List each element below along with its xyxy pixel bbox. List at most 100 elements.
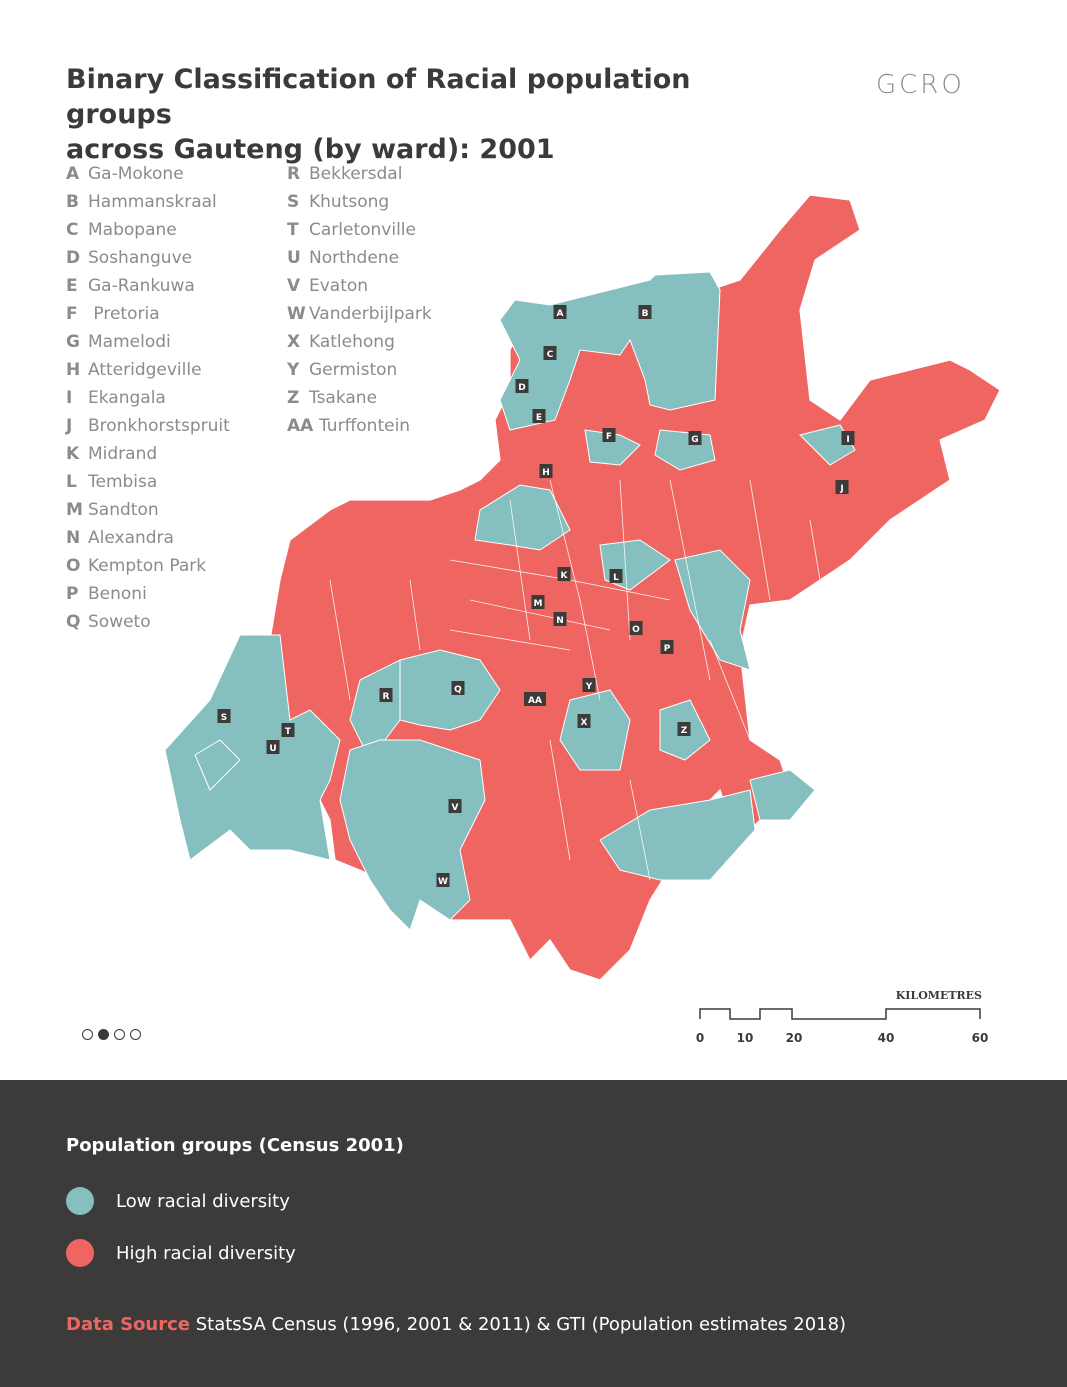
svg-text:S: S [221, 713, 227, 723]
place-marker-j[interactable]: J [835, 480, 849, 494]
place-name: Soshanguve [88, 248, 193, 268]
place-marker-v[interactable]: V [448, 799, 462, 813]
place-name: Northdene [309, 248, 400, 268]
scale-tick-10: 10 [737, 1031, 754, 1045]
place-code: T [287, 220, 299, 240]
place-code: B [66, 192, 79, 212]
place-marker-q[interactable]: Q [451, 681, 465, 695]
svg-text:N: N [556, 616, 564, 626]
data-source: Data Source StatsSA Census (1996, 2001 &… [66, 1314, 846, 1335]
place-index-item: M Sandton [66, 499, 230, 527]
svg-text:B: B [642, 309, 649, 319]
place-index-item: B Hammanskraal [66, 191, 230, 219]
page-dot-4[interactable] [130, 1029, 141, 1040]
place-marker-x[interactable]: X [577, 714, 591, 728]
place-index-right: R Bekkersdal S Khutsong T Carletonville U North… [287, 163, 432, 443]
page-dot-1[interactable] [82, 1029, 93, 1040]
legend-label-high: High racial diversity [116, 1242, 296, 1264]
data-source-label: Data Source [66, 1314, 191, 1335]
place-name: Mabopane [88, 220, 177, 240]
place-name: Evaton [309, 276, 369, 296]
svg-text:L: L [613, 573, 619, 583]
legend-title: Population groups (Census 2001) [66, 1135, 404, 1156]
page-dot-3[interactable] [114, 1029, 125, 1040]
place-marker-r[interactable]: R [379, 688, 393, 702]
place-code: I [66, 388, 73, 408]
place-code: R [287, 164, 301, 184]
place-marker-b[interactable]: B [638, 305, 652, 319]
place-name: Bekkersdal [309, 164, 403, 184]
place-index-item: E Ga-Rankuwa [66, 275, 230, 303]
svg-text:Y: Y [585, 682, 593, 692]
place-index-item: K Midrand [66, 443, 230, 471]
svg-text:H: H [542, 468, 550, 478]
place-name: Ekangala [88, 388, 166, 408]
place-marker-u[interactable]: U [266, 740, 280, 754]
scale-title: KILOMETRES [896, 989, 982, 1002]
place-index-item: Y Germiston [287, 359, 432, 387]
place-code: A [66, 164, 80, 184]
svg-text:P: P [664, 644, 671, 654]
place-marker-aa[interactable]: AA [524, 692, 546, 706]
place-index-item: J Bronkhorstspruit [66, 415, 230, 443]
scale-tick-20: 20 [786, 1031, 803, 1045]
place-name: Katlehong [309, 332, 395, 352]
place-marker-g[interactable]: G [688, 431, 702, 445]
place-code: Q [66, 612, 81, 632]
place-marker-l[interactable]: L [609, 569, 623, 583]
low-diversity-west-khutsong [164, 634, 341, 861]
place-index-item: AA Turffontein [287, 415, 432, 443]
place-index-item: F Pretoria [66, 303, 230, 331]
place-index-item: L Tembisa [66, 471, 230, 499]
svg-text:Q: Q [454, 685, 462, 695]
place-marker-o[interactable]: O [629, 621, 643, 635]
place-name: Alexandra [88, 528, 174, 548]
place-marker-m[interactable]: M [531, 595, 545, 609]
place-marker-d[interactable]: D [515, 379, 529, 393]
page-indicator[interactable] [82, 1029, 141, 1040]
place-marker-w[interactable]: W [436, 873, 450, 887]
place-marker-h[interactable]: H [539, 464, 553, 478]
place-code: V [287, 276, 301, 296]
place-name: Sandton [88, 500, 159, 520]
place-name: Soweto [88, 612, 151, 632]
place-marker-k[interactable]: K [557, 567, 571, 581]
place-marker-n[interactable]: N [553, 612, 567, 626]
place-markers: A B C D E F G H I J K L M N O P Q R S TU V W X Y Z AA [217, 305, 855, 887]
place-marker-p[interactable]: P [660, 640, 674, 654]
page-dot-2[interactable] [98, 1029, 109, 1040]
place-marker-z[interactable]: Z [677, 722, 691, 736]
place-name: Bronkhorstspruit [88, 416, 230, 436]
place-name: Tembisa [88, 472, 158, 492]
place-code: K [66, 444, 80, 464]
place-marker-t[interactable]: T [281, 723, 295, 737]
place-marker-s[interactable]: S [217, 709, 231, 723]
low-diversity-east-strip [674, 549, 751, 671]
svg-text:D: D [518, 383, 525, 393]
place-code: L [66, 472, 77, 492]
place-code: J [66, 416, 73, 436]
place-index-item: Q Soweto [66, 611, 230, 639]
place-marker-e[interactable]: E [532, 409, 546, 423]
place-index-item: U Northdene [287, 247, 432, 275]
map-title: Binary Classification of Racial populati… [66, 62, 786, 167]
place-marker-c[interactable]: C [543, 346, 557, 360]
place-code: F [66, 304, 78, 324]
title-line-2: across Gauteng (by ward): 2001 [66, 134, 555, 165]
data-source-text: StatsSA Census (1996, 2001 & 2011) & GTI… [190, 1314, 847, 1335]
place-index-item: G Mamelodi [66, 331, 230, 359]
place-code: S [287, 192, 300, 212]
place-marker-a[interactable]: A [553, 305, 567, 319]
low-diversity-carletonville [194, 739, 241, 791]
svg-text:I: I [846, 435, 849, 445]
place-code: P [66, 584, 79, 604]
place-marker-y[interactable]: Y [582, 678, 596, 692]
svg-text:C: C [547, 350, 554, 360]
place-marker-f[interactable]: F [602, 428, 616, 442]
place-marker-i[interactable]: I [841, 431, 855, 445]
place-code: U [287, 248, 301, 268]
legend-item-high: High racial diversity [66, 1239, 296, 1267]
low-diversity-east-edge [749, 769, 816, 821]
svg-text:E: E [536, 413, 542, 423]
